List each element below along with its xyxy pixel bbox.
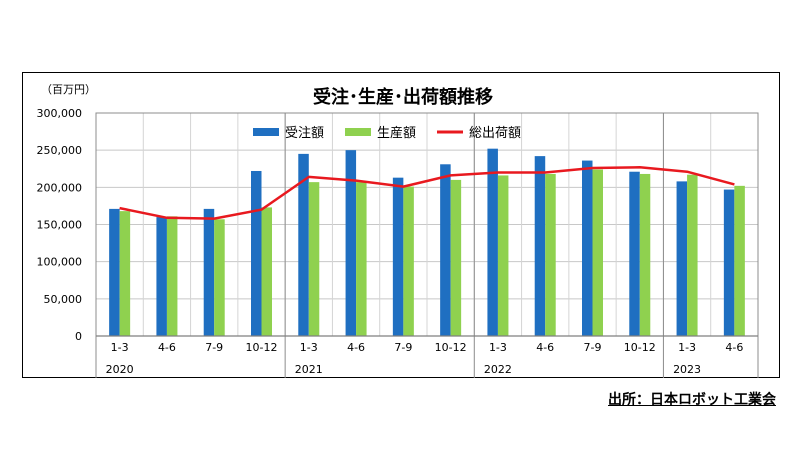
legend-label: 生産額: [377, 125, 416, 141]
x-tick-label: 7-9: [584, 341, 602, 354]
x-tick-label: 10-12: [246, 341, 278, 354]
bar-production: [592, 169, 603, 336]
bar-orders: [440, 164, 451, 336]
legend-swatch: [345, 128, 371, 136]
bar-orders: [723, 189, 735, 336]
source-note: 出所：日本ロボット工業会: [608, 392, 776, 408]
x-tick-label: 1-3: [111, 341, 129, 354]
bar-production: [687, 174, 698, 336]
bar-production: [734, 185, 745, 336]
bar-production: [356, 182, 367, 336]
x-tick-label: 10-12: [435, 341, 467, 354]
year-label: 2023: [673, 363, 701, 376]
x-tick-label: 4-6: [347, 341, 365, 354]
bar-orders: [534, 156, 546, 336]
unit-label: （百万円）: [41, 83, 96, 96]
bar-orders: [298, 153, 309, 336]
line-shipments: [119, 166, 735, 220]
bar-orders: [203, 208, 215, 336]
bar-orders: [676, 181, 688, 336]
x-tick-label: 4-6: [158, 341, 176, 354]
x-tick-label: 7-9: [205, 341, 223, 354]
bar-orders: [487, 148, 498, 336]
x-tick-label: 4-6: [536, 341, 554, 354]
x-tick-label: 4-6: [725, 341, 743, 354]
x-tick-label: 1-3: [678, 341, 696, 354]
bar-orders: [629, 171, 640, 336]
bar-production: [545, 173, 556, 336]
bar-orders: [582, 160, 593, 336]
x-tick-label: 1-3: [300, 341, 318, 354]
bar-production: [261, 207, 272, 336]
bar-production: [403, 186, 414, 336]
year-label: 2022: [484, 363, 512, 376]
y-tick-label: 50,000: [44, 293, 83, 306]
bar-production: [639, 173, 651, 336]
y-tick-label: 150,000: [37, 219, 83, 232]
y-tick-label: 300,000: [37, 107, 83, 120]
bar-orders: [345, 150, 357, 336]
bar-production: [119, 211, 131, 336]
x-tick-label: 7-9: [394, 341, 412, 354]
year-label: 2021: [295, 363, 323, 376]
x-tick-label: 1-3: [489, 341, 507, 354]
y-tick-label: 200,000: [37, 181, 83, 194]
legend-label: 受注額: [285, 126, 324, 141]
year-label: 2020: [106, 363, 134, 376]
bar-production: [450, 179, 462, 336]
chart-frame: （百万円） 受注･生産･出荷額推移 0 50,000 100,000 150,000 200…: [22, 72, 780, 378]
bar-orders: [392, 177, 404, 336]
bar-production: [308, 182, 320, 336]
y-tick-label: 100,000: [37, 256, 83, 269]
bar-production: [166, 216, 178, 336]
bar-production: [497, 175, 509, 336]
legend-swatch: [253, 128, 279, 136]
bar-orders: [251, 170, 262, 336]
legend-label: 総出荷額: [469, 126, 521, 141]
y-tick-label: 0: [75, 330, 82, 343]
chart-title: 受注･生産･出荷額推移: [313, 86, 493, 108]
bar-orders: [109, 208, 120, 336]
y-tick-label: 250,000: [37, 144, 83, 157]
x-tick-label: 10-12: [624, 341, 656, 354]
bar-production: [214, 219, 225, 336]
chart-svg: （百万円） 受注･生産･出荷額推移 0 50,000 100,000 150,000 200…: [37, 83, 759, 378]
bar-orders: [156, 217, 167, 336]
